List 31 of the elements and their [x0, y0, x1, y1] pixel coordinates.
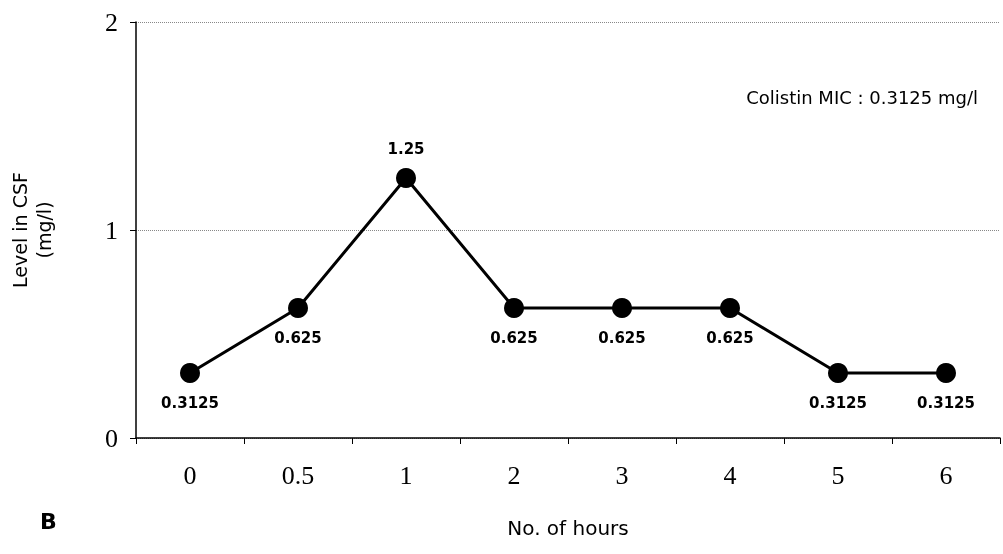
point — [288, 298, 308, 318]
x-tick-label: 4 — [723, 460, 737, 490]
data-label: 0.625 — [274, 328, 322, 347]
y-tick-label: 2 — [105, 7, 118, 37]
x-tick-label: 0.5 — [281, 460, 315, 490]
x-tick-label: 3 — [615, 460, 629, 490]
point — [504, 298, 524, 318]
point — [828, 363, 848, 383]
data-label: 0.625 — [706, 328, 754, 347]
x-tick-label: 0 — [183, 460, 197, 490]
x-tick-label: 5 — [831, 460, 845, 490]
x-axis-title: No. of hours — [507, 516, 629, 540]
data-label: 0.625 — [490, 328, 538, 347]
data-label: 0.3125 — [917, 393, 975, 412]
point — [612, 298, 632, 318]
point — [936, 363, 956, 383]
x-tick-label: 1 — [399, 460, 413, 490]
y-tick-label: 0 — [105, 423, 118, 453]
point — [720, 298, 740, 318]
data-label: 0.3125 — [161, 393, 219, 412]
y-tick-label: 1 — [105, 215, 118, 245]
annotation: Colistin MIC : 0.3125 mg/l — [746, 86, 978, 108]
x-tick-label: 2 — [507, 460, 521, 490]
y-axis-title: Level in CSF (mg/l) — [9, 172, 55, 288]
data-label: 0.625 — [598, 328, 646, 347]
x-tick-label: 6 — [939, 460, 953, 490]
point — [180, 363, 200, 383]
point — [396, 168, 416, 188]
data-label: 0.3125 — [809, 393, 867, 412]
text: B — [40, 508, 57, 534]
data-label: 1.25 — [387, 139, 425, 158]
